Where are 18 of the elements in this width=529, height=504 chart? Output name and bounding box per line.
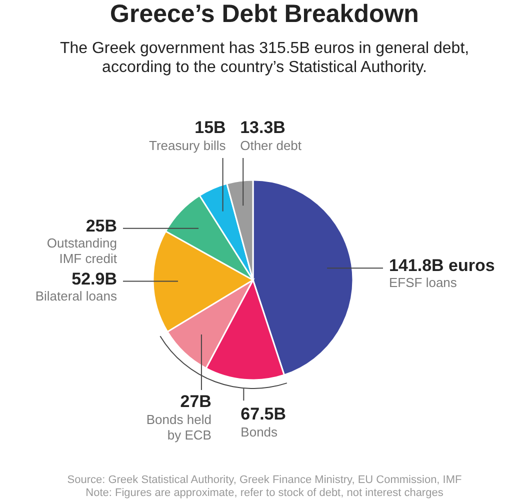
data-label: 52.9B xyxy=(72,269,117,288)
slice-label: EFSF loans xyxy=(389,275,458,290)
text: 67.5B xyxy=(240,404,286,424)
data-label: 25B xyxy=(86,216,117,236)
chart-subtitle: The Greek government has 315.5B euros in general debt, according to the country’s Statistical Authority. xyxy=(60,40,470,76)
slice-label: Other debt xyxy=(240,138,302,153)
data-label: 141.8B euros xyxy=(389,256,495,276)
slice-label: Bilateral loans xyxy=(35,288,118,304)
data-label: 13.3B xyxy=(240,118,286,137)
slice-label: Bonds held by ECB xyxy=(146,412,212,443)
data-label: 15B xyxy=(194,118,226,137)
source-note: Source: Greek Statistical Authority, Greek Finance Ministry, EU Commission, IMF xyxy=(67,474,462,486)
slice-label: Treasury bills xyxy=(148,138,226,153)
chart-title: Greece’s Debt Breakdown xyxy=(110,0,419,28)
slice-label: Outstanding IMF credit xyxy=(46,235,118,266)
text: Note: Figures are approximate, refer to stock of debt, not interest charges xyxy=(86,487,444,499)
data-label: 27B xyxy=(180,392,212,411)
text: Bonds xyxy=(240,424,278,440)
